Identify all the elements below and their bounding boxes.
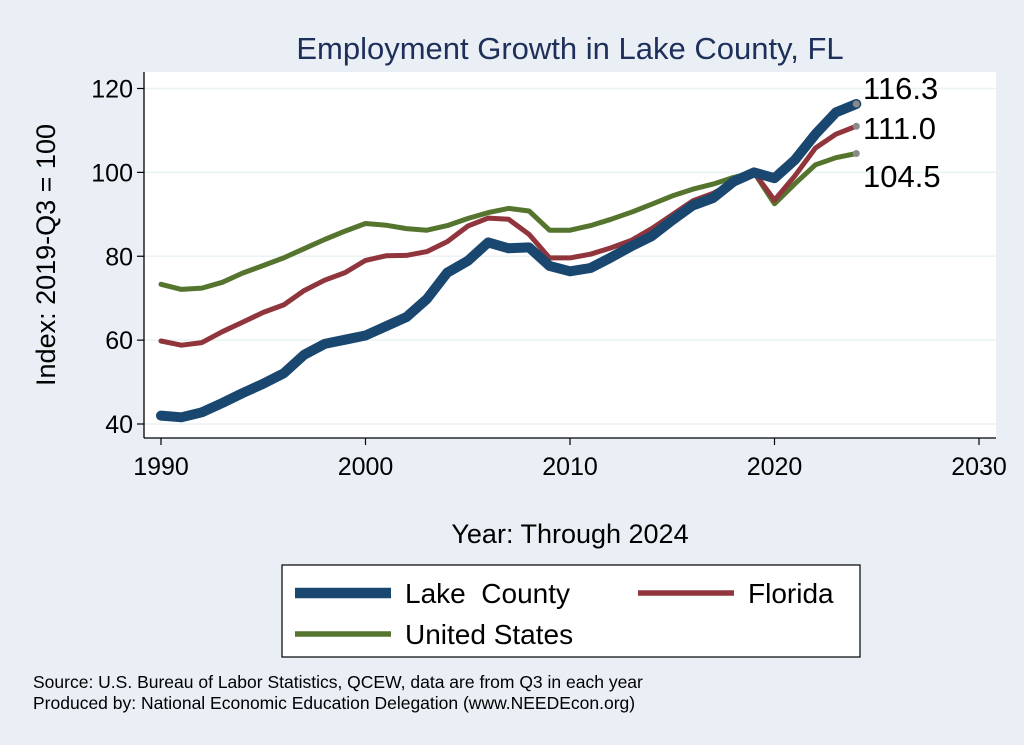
- y-tick-label: 60: [105, 327, 133, 355]
- end-value-label: 116.3: [863, 71, 938, 106]
- y-tick-label: 120: [91, 76, 133, 104]
- y-axis-title: Index: 2019-Q3 = 100: [31, 124, 61, 386]
- source-note: Source: U.S. Bureau of Labor Statistics,…: [33, 672, 643, 692]
- axis-ticks: 40 60 80 100 120 1990 2000 2010 2020 2030: [91, 76, 1007, 482]
- chart-title: Employment Growth in Lake County, FL: [296, 31, 843, 66]
- end-value-label: 111.0: [863, 111, 936, 146]
- x-tick-label: 2000: [338, 453, 394, 481]
- end-marker: [852, 122, 860, 130]
- x-tick-label: 2020: [747, 453, 803, 481]
- end-marker: [852, 100, 860, 108]
- y-tick-label: 100: [91, 159, 133, 187]
- x-axis-title: Year: Through 2024: [451, 519, 688, 549]
- legend-label: Florida: [748, 578, 834, 609]
- end-labels: 116.3 111.0 104.5: [852, 71, 941, 194]
- x-tick-label: 2010: [542, 453, 598, 481]
- end-marker: [852, 150, 860, 158]
- x-tick-label: 2030: [951, 453, 1007, 481]
- legend: Lake County Florida United States: [295, 578, 834, 650]
- legend-label: Lake County: [405, 578, 570, 609]
- x-tick-label: 1990: [133, 453, 189, 481]
- series-lines: [156, 99, 862, 423]
- legend-box: [281, 564, 861, 658]
- end-value-label: 104.5: [863, 159, 941, 194]
- y-tick-label: 40: [105, 411, 133, 439]
- producer-note: Produced by: National Economic Education…: [33, 693, 635, 713]
- y-tick-label: 80: [105, 243, 133, 271]
- series-line-lake-county: [156, 99, 862, 423]
- legend-label: United States: [405, 619, 573, 650]
